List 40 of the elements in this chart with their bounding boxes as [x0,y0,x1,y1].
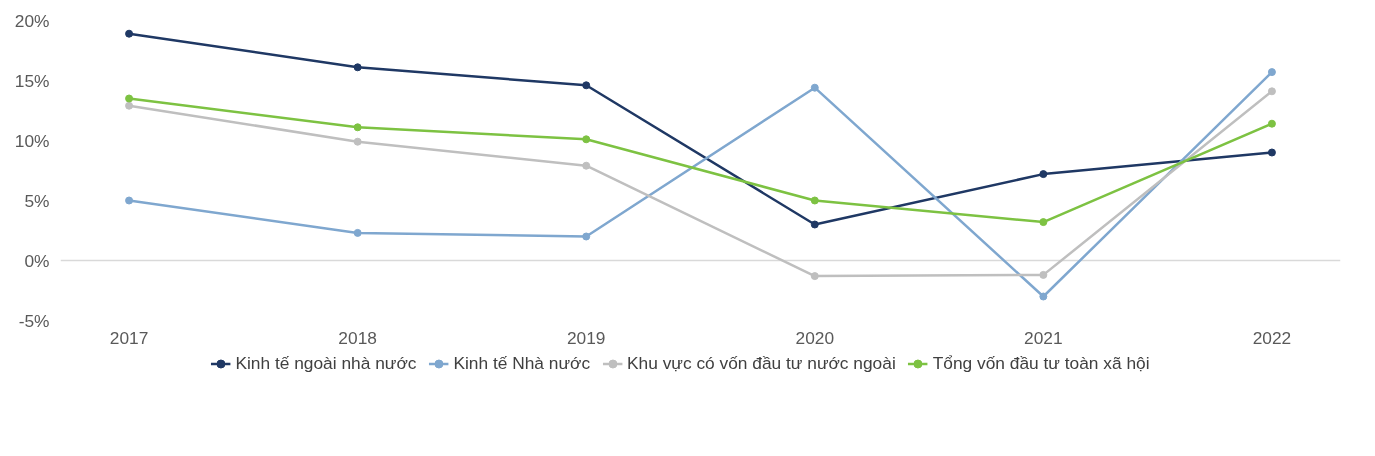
x-tick-label: 2022 [1252,327,1292,348]
legend-label: Tổng vốn đầu tư toàn xã hội [932,352,1150,374]
x-tick-label: 2017 [109,327,149,348]
point [353,137,362,146]
point [353,63,362,72]
legend-label: Kinh tế Nhà nước [453,352,591,374]
x-tick-label: 2019 [566,327,606,348]
point [1267,119,1276,128]
point [582,161,591,170]
point [125,196,134,205]
y-tick-label: 5% [24,190,50,211]
point [1267,148,1276,157]
point [582,232,591,241]
point [810,272,819,281]
point [1039,218,1048,227]
point [1267,87,1276,96]
point [353,228,362,237]
point [125,29,134,38]
y-tick-label: 20% [14,10,50,31]
point [810,83,819,92]
legend-label: Kinh tế ngoài nhà nước [235,352,417,374]
point [582,81,591,90]
y-tick-label: 15% [14,70,50,91]
point [1039,170,1048,179]
point [1039,270,1048,279]
point [810,196,819,205]
y-tick-label: -5% [18,310,50,331]
point [810,220,819,229]
point [125,101,134,110]
point [353,123,362,132]
point [582,135,591,144]
x-tick-label: 2018 [338,327,377,348]
y-tick-label: 10% [14,130,50,151]
point [1267,68,1276,77]
x-tick-label: 2020 [795,327,835,348]
y-tick-label: 0% [24,250,50,271]
point [1039,292,1048,301]
x-tick-label: 2021 [1024,327,1063,348]
legend-label: Khu vực có vốn đầu tư nước ngoài [627,352,896,374]
point [125,94,134,103]
